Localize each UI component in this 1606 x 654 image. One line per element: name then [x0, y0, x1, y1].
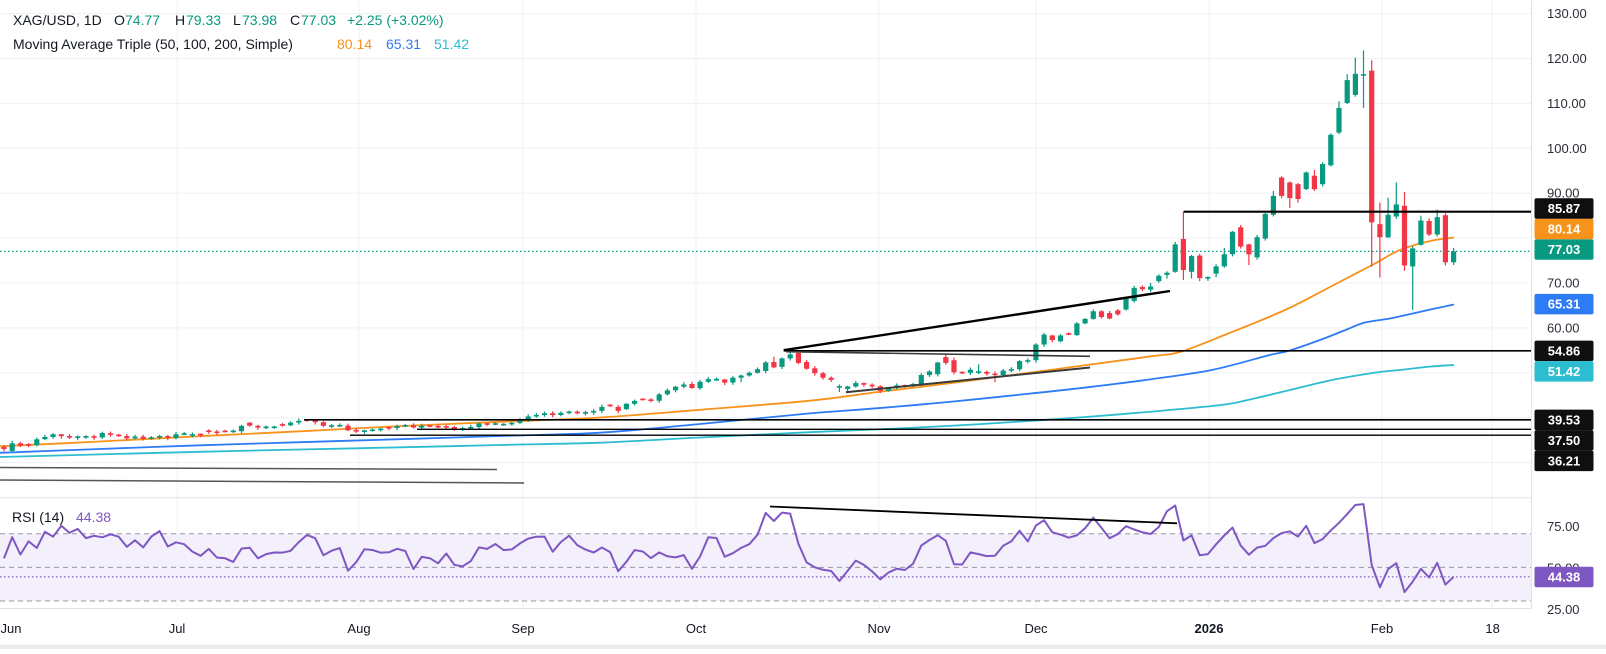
- svg-text:2026: 2026: [1195, 621, 1224, 636]
- svg-text:Sep: Sep: [511, 621, 534, 636]
- svg-text:44.38: 44.38: [1548, 570, 1581, 585]
- svg-text:RSI (14): RSI (14): [12, 509, 64, 525]
- svg-text:130.00: 130.00: [1547, 6, 1587, 21]
- svg-text:77.03: 77.03: [1548, 242, 1581, 257]
- svg-text:73.98: 73.98: [242, 12, 277, 28]
- svg-text:79.33: 79.33: [186, 12, 221, 28]
- svg-text:60.00: 60.00: [1547, 320, 1580, 335]
- svg-text:80.14: 80.14: [1548, 222, 1581, 237]
- svg-text:XAG/USD, 1D: XAG/USD, 1D: [13, 12, 102, 28]
- svg-text:77.03: 77.03: [301, 12, 336, 28]
- svg-text:O: O: [114, 12, 125, 28]
- svg-text:Jul: Jul: [169, 621, 186, 636]
- svg-text:44.38: 44.38: [76, 509, 111, 525]
- svg-text:39.53: 39.53: [1548, 412, 1581, 427]
- svg-text:70.00: 70.00: [1547, 276, 1580, 291]
- svg-text:75.00: 75.00: [1547, 519, 1580, 534]
- svg-text:37.50: 37.50: [1548, 433, 1581, 448]
- svg-text:Jun: Jun: [1, 621, 22, 636]
- svg-text:51.42: 51.42: [434, 36, 469, 52]
- svg-text:Dec: Dec: [1024, 621, 1048, 636]
- svg-text:36.21: 36.21: [1548, 453, 1581, 468]
- svg-text:Aug: Aug: [347, 621, 370, 636]
- svg-text:18: 18: [1485, 621, 1499, 636]
- svg-text:Oct: Oct: [686, 621, 707, 636]
- svg-text:65.31: 65.31: [386, 36, 421, 52]
- svg-text:25.00: 25.00: [1547, 602, 1580, 617]
- svg-text:Feb: Feb: [1371, 621, 1393, 636]
- svg-text:74.77: 74.77: [125, 12, 160, 28]
- svg-text:90.00: 90.00: [1547, 186, 1580, 201]
- svg-text:80.14: 80.14: [337, 36, 372, 52]
- svg-text:Nov: Nov: [867, 621, 891, 636]
- svg-text:+2.25 (+3.02%): +2.25 (+3.02%): [347, 12, 444, 28]
- svg-text:L: L: [233, 12, 241, 28]
- svg-text:Moving Average Triple (50, 100: Moving Average Triple (50, 100, 200, Sim…: [13, 36, 293, 52]
- svg-text:65.31: 65.31: [1548, 297, 1581, 312]
- svg-text:120.00: 120.00: [1547, 51, 1587, 66]
- svg-text:H: H: [175, 12, 185, 28]
- svg-text:51.42: 51.42: [1548, 364, 1581, 379]
- svg-text:54.86: 54.86: [1548, 343, 1581, 358]
- svg-text:85.87: 85.87: [1548, 201, 1581, 216]
- svg-text:100.00: 100.00: [1547, 141, 1587, 156]
- svg-text:110.00: 110.00: [1547, 96, 1586, 111]
- svg-text:C: C: [290, 12, 300, 28]
